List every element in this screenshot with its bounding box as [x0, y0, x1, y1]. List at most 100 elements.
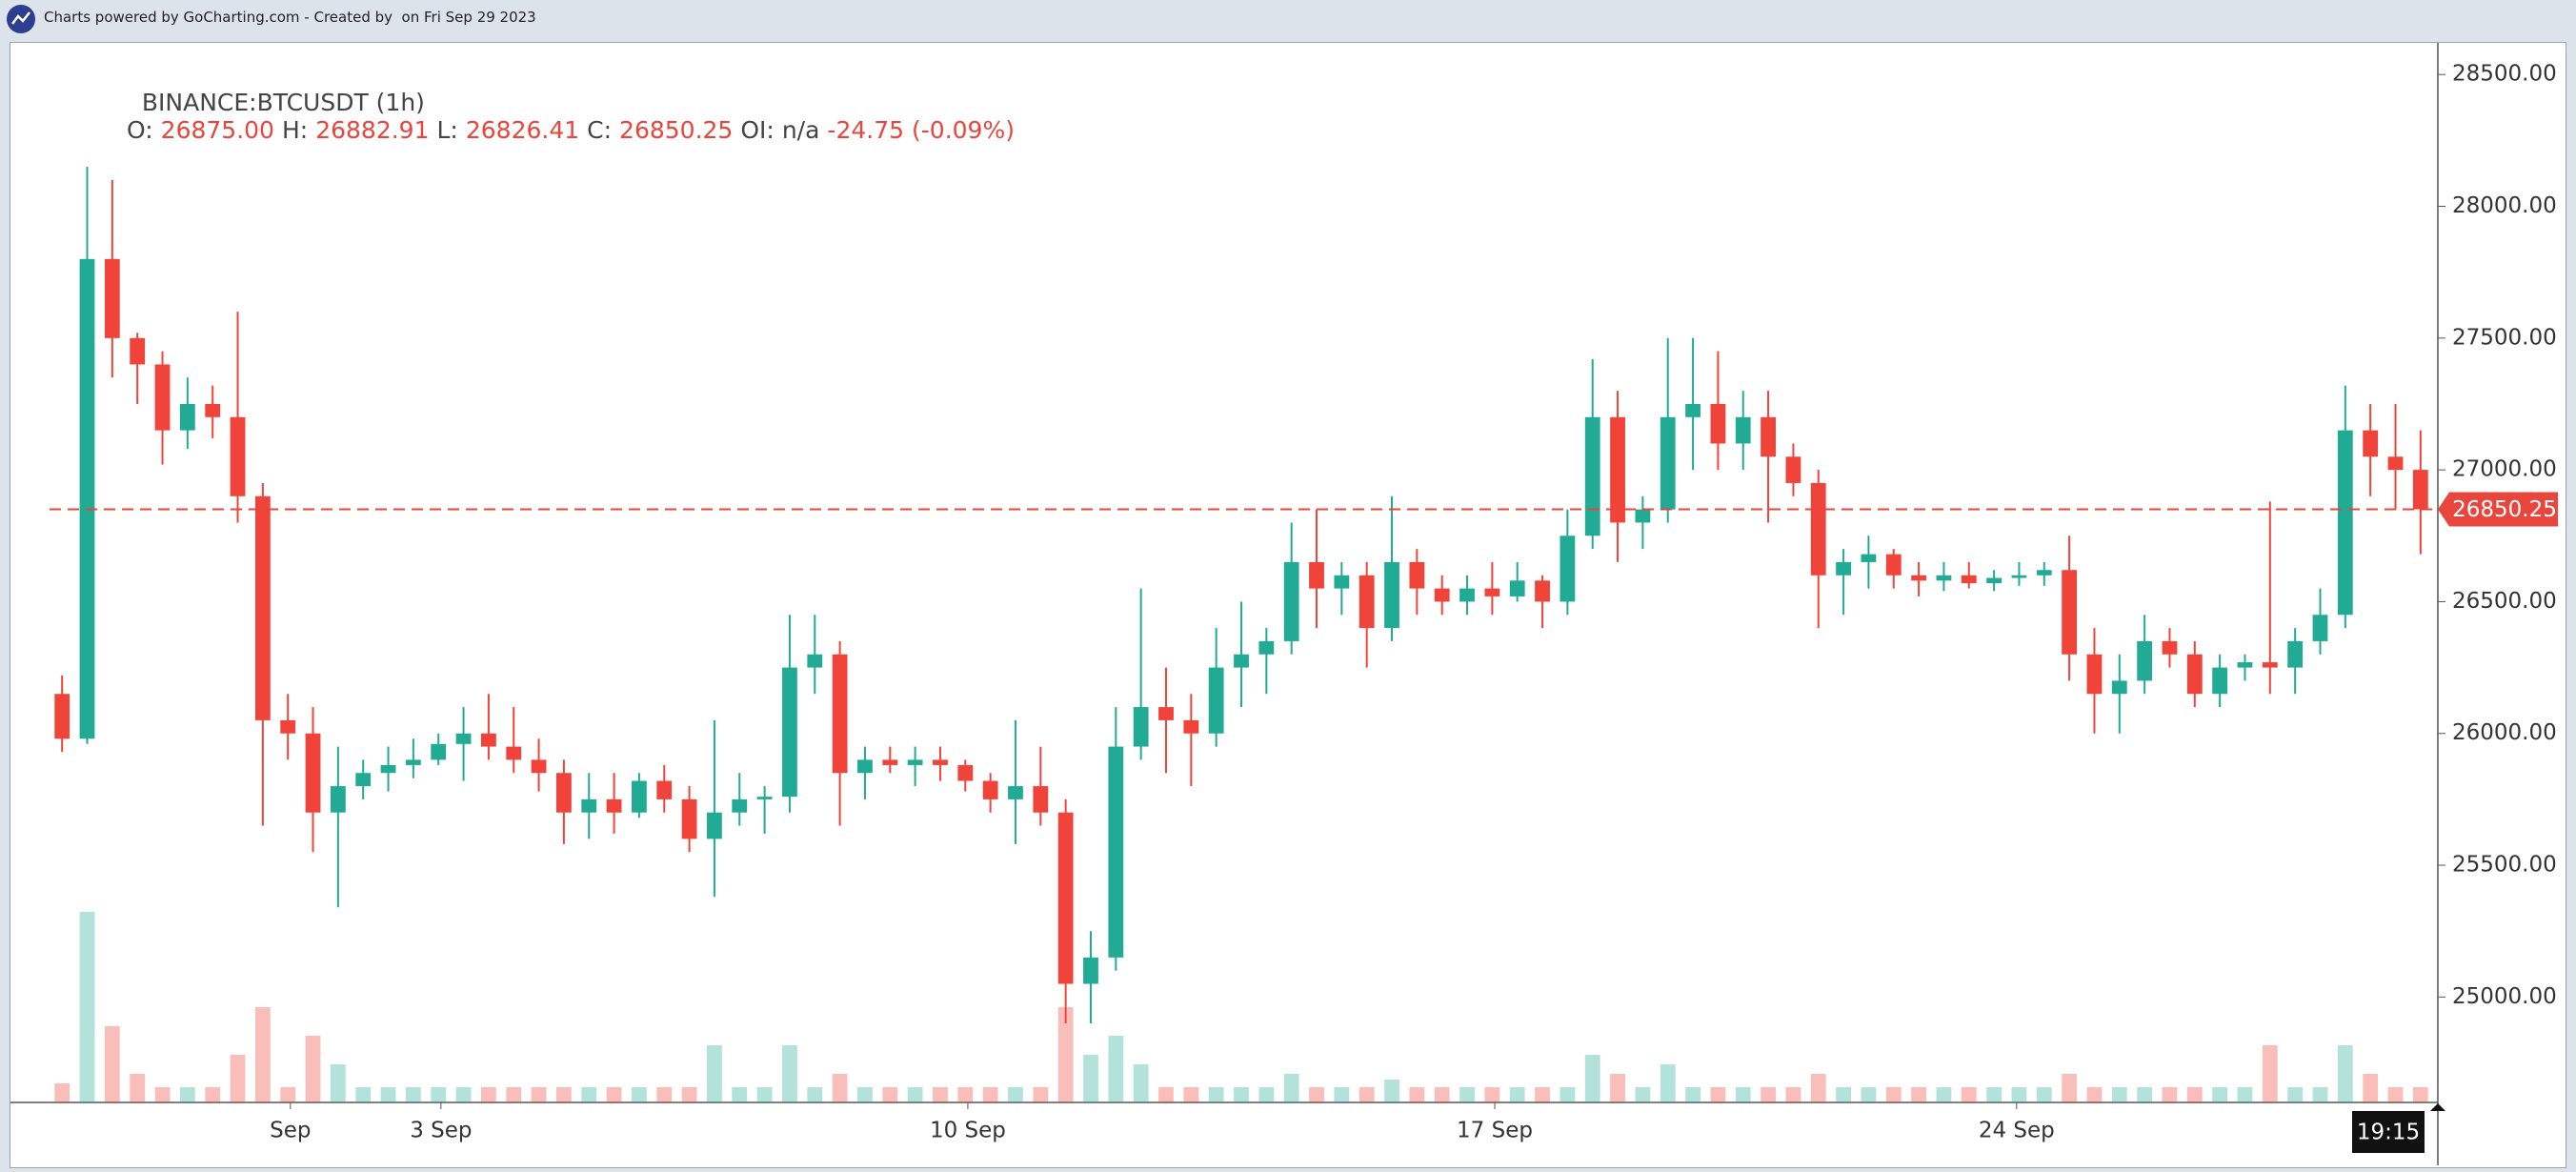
- candle-body: [1861, 554, 1877, 562]
- top-bar: Charts powered by GoCharting.com - Creat…: [0, 0, 2576, 38]
- volume-bar: [1208, 1087, 1224, 1102]
- legend-value: 26875.00: [160, 116, 274, 144]
- volume-bar: [606, 1087, 622, 1102]
- volume-bar: [280, 1087, 296, 1102]
- volume-bar: [2337, 1045, 2353, 1102]
- legend-label: OI:: [740, 116, 775, 144]
- volume-bar: [681, 1087, 697, 1102]
- candle-body: [154, 364, 171, 431]
- volume-bar: [1158, 1087, 1174, 1102]
- volume-bar: [455, 1087, 472, 1102]
- volume-bar: [54, 1083, 70, 1102]
- candle-body: [1083, 957, 1098, 984]
- volume-bar: [1660, 1064, 1676, 1102]
- candle-body: [254, 495, 271, 720]
- legend-change-pct: (-0.09%): [912, 116, 1015, 144]
- candle-body: [1961, 575, 1977, 584]
- candle-body: [2212, 667, 2228, 695]
- x-tick-label: 3 Sep: [410, 1119, 472, 1143]
- time-badge: [2352, 1103, 2445, 1153]
- candle-body: [1234, 654, 1249, 668]
- volume-bar: [1685, 1087, 1701, 1102]
- legend-label: L:: [436, 116, 458, 144]
- volume-bar: [405, 1087, 421, 1102]
- volume-bar: [707, 1045, 722, 1102]
- volume-bar: [2086, 1087, 2103, 1102]
- candle-body: [1358, 575, 1375, 629]
- volume-bar: [79, 912, 95, 1102]
- candle-body: [480, 733, 496, 747]
- volume-bar: [1309, 1087, 1324, 1102]
- volume-bar: [1234, 1087, 1249, 1102]
- candle-body: [2387, 456, 2404, 471]
- candle-body: [355, 773, 372, 787]
- candle-body: [807, 654, 823, 668]
- candle-body: [1208, 667, 1224, 734]
- y-tick-label: 28000.00: [2452, 193, 2557, 218]
- candle-body: [330, 786, 346, 813]
- x-tick-label: 10 Sep: [930, 1119, 1006, 1143]
- volume-bar: [1986, 1087, 2002, 1102]
- volume-bar: [1358, 1087, 1375, 1102]
- volume-bar: [1108, 1036, 1124, 1102]
- volume-bar: [179, 1087, 195, 1102]
- y-tick-label: 25000.00: [2452, 984, 2557, 1009]
- volume-bar: [230, 1055, 246, 1102]
- candle-body: [1484, 588, 1500, 596]
- volume-bar: [355, 1087, 372, 1102]
- volume-bar: [2237, 1087, 2253, 1102]
- candle-body: [130, 337, 146, 365]
- volume-bar: [2262, 1045, 2278, 1102]
- volume-bar: [1836, 1087, 1851, 1102]
- candle-body: [1685, 403, 1701, 417]
- volume-bar: [1434, 1087, 1450, 1102]
- volume-bar: [254, 1007, 271, 1102]
- candle-body: [1258, 640, 1275, 655]
- volume-bar: [2137, 1087, 2153, 1102]
- volume-bar: [1710, 1087, 1726, 1102]
- candle-body: [1108, 746, 1124, 958]
- volume-bar: [1584, 1055, 1600, 1102]
- candle-body: [1057, 812, 1074, 984]
- volume-bar: [2212, 1087, 2228, 1102]
- volume-bar: [2312, 1087, 2328, 1102]
- volume-bar: [130, 1074, 146, 1102]
- candle-body: [2062, 570, 2078, 655]
- legend: BINANCE:BTCUSDT (1h) O: 26875.00 H: 26882.9…: [127, 61, 1022, 144]
- candle-body: [832, 654, 848, 774]
- volume-bar: [1885, 1087, 1902, 1102]
- volume-bar: [1735, 1087, 1751, 1102]
- y-tick-label: 27000.00: [2452, 457, 2557, 482]
- volume-bar: [1484, 1087, 1500, 1102]
- candle-body: [104, 258, 120, 338]
- volume-bar: [1083, 1055, 1098, 1102]
- candle-body: [707, 812, 722, 839]
- candle-body: [2162, 640, 2178, 655]
- candle-body: [2137, 640, 2153, 681]
- candle-body: [1183, 719, 1199, 734]
- candle-body: [1133, 707, 1149, 747]
- candle-body: [1785, 456, 1801, 483]
- candle-body: [1710, 403, 1726, 444]
- volume-bar: [982, 1087, 998, 1102]
- candle-body: [54, 694, 70, 739]
- y-tick-label: 26000.00: [2452, 720, 2557, 745]
- candle-body: [957, 764, 974, 781]
- candle-body: [2011, 575, 2027, 578]
- candle-body: [756, 797, 773, 799]
- candle-body: [2111, 680, 2127, 695]
- y-tick-label: 25500.00: [2452, 853, 2557, 878]
- candle-body: [230, 416, 246, 496]
- candle-body: [632, 780, 647, 813]
- volume-bar: [1911, 1087, 1926, 1102]
- candle-body: [2287, 640, 2304, 668]
- volume-bar: [1183, 1087, 1199, 1102]
- volume-bar: [1033, 1087, 1049, 1102]
- candle-body: [1936, 575, 1952, 581]
- volume-bar: [1761, 1087, 1776, 1102]
- volume-bar: [1133, 1064, 1149, 1102]
- volume-bar: [2363, 1074, 2379, 1102]
- volume-bar: [1283, 1074, 1299, 1102]
- volume-bar: [1334, 1087, 1350, 1102]
